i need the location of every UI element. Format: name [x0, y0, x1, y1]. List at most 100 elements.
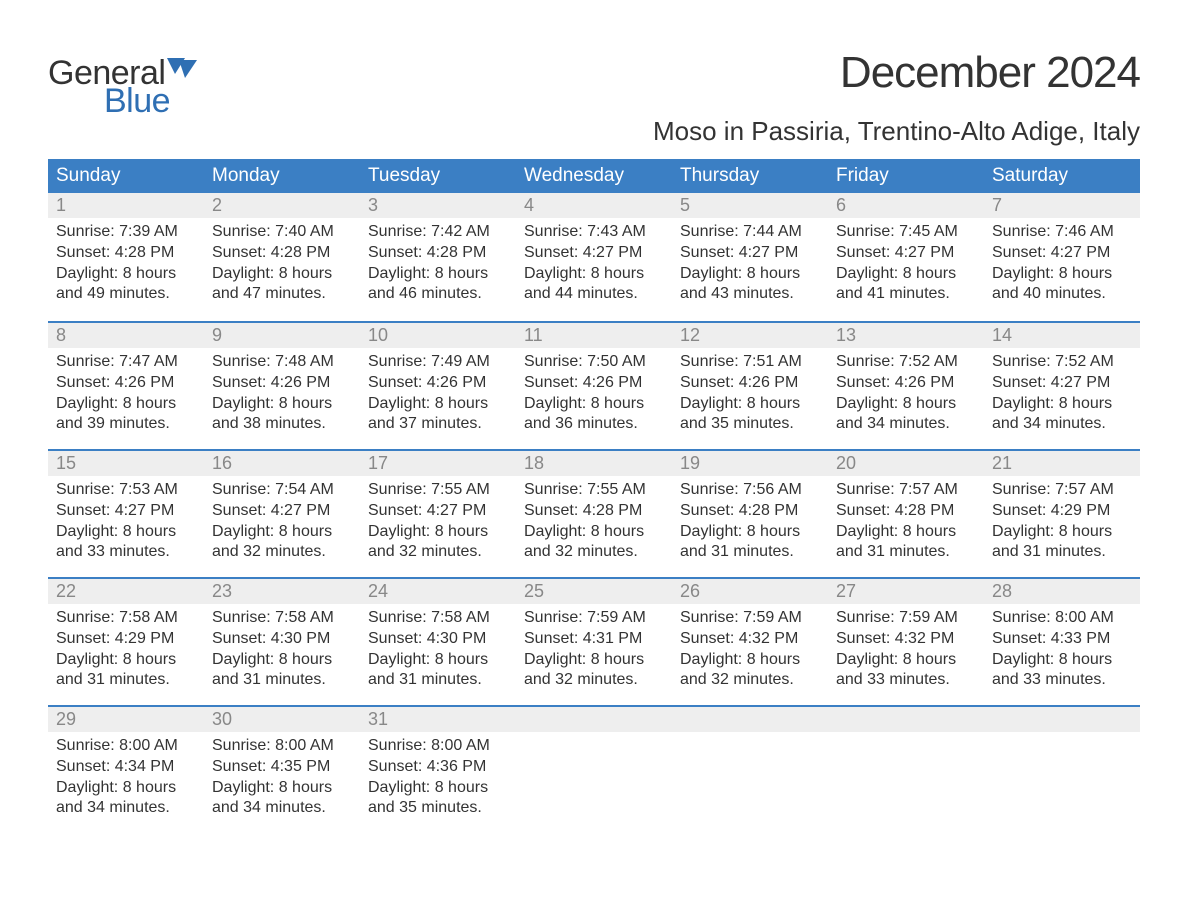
- daylight-line2: and 41 minutes.: [836, 284, 976, 305]
- day-number: 16: [204, 451, 360, 476]
- daylight-line2: and 44 minutes.: [524, 284, 664, 305]
- daylight-line2: and 35 minutes.: [680, 414, 820, 435]
- calendar-day: 13Sunrise: 7:52 AMSunset: 4:26 PMDayligh…: [828, 323, 984, 449]
- day-number: 14: [984, 323, 1140, 348]
- sunrise-value: Sunrise: 7:52 AM: [836, 352, 976, 373]
- sunset-value: Sunset: 4:32 PM: [680, 629, 820, 650]
- daylight-line1: Daylight: 8 hours: [212, 778, 352, 799]
- sunrise-value: Sunrise: 7:46 AM: [992, 222, 1132, 243]
- logo-text-blue: Blue: [104, 84, 199, 118]
- day-number: 8: [48, 323, 204, 348]
- sunset-value: Sunset: 4:27 PM: [56, 501, 196, 522]
- day-details: Sunrise: 7:44 AMSunset: 4:27 PMDaylight:…: [672, 218, 828, 313]
- day-details: Sunrise: 7:54 AMSunset: 4:27 PMDaylight:…: [204, 476, 360, 571]
- daylight-line1: Daylight: 8 hours: [56, 650, 196, 671]
- sunset-value: Sunset: 4:26 PM: [368, 373, 508, 394]
- day-details: Sunrise: 7:46 AMSunset: 4:27 PMDaylight:…: [984, 218, 1140, 313]
- day-details: Sunrise: 7:57 AMSunset: 4:29 PMDaylight:…: [984, 476, 1140, 571]
- day-number: 21: [984, 451, 1140, 476]
- daylight-line2: and 49 minutes.: [56, 284, 196, 305]
- sunrise-value: Sunrise: 7:53 AM: [56, 480, 196, 501]
- day-details: Sunrise: 7:45 AMSunset: 4:27 PMDaylight:…: [828, 218, 984, 313]
- daylight-line1: Daylight: 8 hours: [56, 778, 196, 799]
- calendar-day: 19Sunrise: 7:56 AMSunset: 4:28 PMDayligh…: [672, 451, 828, 577]
- day-number: 23: [204, 579, 360, 604]
- daylight-line1: Daylight: 8 hours: [368, 650, 508, 671]
- daylight-line1: Daylight: 8 hours: [836, 650, 976, 671]
- weekday-header: Thursday: [672, 159, 828, 193]
- calendar-day: 17Sunrise: 7:55 AMSunset: 4:27 PMDayligh…: [360, 451, 516, 577]
- sunset-value: Sunset: 4:26 PM: [836, 373, 976, 394]
- daylight-line2: and 32 minutes.: [368, 542, 508, 563]
- weekday-header: Monday: [204, 159, 360, 193]
- calendar-day: 23Sunrise: 7:58 AMSunset: 4:30 PMDayligh…: [204, 579, 360, 705]
- daylight-line2: and 35 minutes.: [368, 798, 508, 819]
- calendar: Sunday Monday Tuesday Wednesday Thursday…: [48, 159, 1140, 833]
- day-number-empty: [828, 707, 984, 732]
- sunset-value: Sunset: 4:27 PM: [836, 243, 976, 264]
- daylight-line1: Daylight: 8 hours: [368, 522, 508, 543]
- sunset-value: Sunset: 4:26 PM: [524, 373, 664, 394]
- day-number-empty: [672, 707, 828, 732]
- sunrise-value: Sunrise: 8:00 AM: [992, 608, 1132, 629]
- calendar-day: 11Sunrise: 7:50 AMSunset: 4:26 PMDayligh…: [516, 323, 672, 449]
- daylight-line1: Daylight: 8 hours: [836, 522, 976, 543]
- day-number: 22: [48, 579, 204, 604]
- day-details: Sunrise: 7:56 AMSunset: 4:28 PMDaylight:…: [672, 476, 828, 571]
- location-subtitle: Moso in Passiria, Trentino-Alto Adige, I…: [653, 116, 1140, 147]
- calendar-day: 24Sunrise: 7:58 AMSunset: 4:30 PMDayligh…: [360, 579, 516, 705]
- calendar-week: 22Sunrise: 7:58 AMSunset: 4:29 PMDayligh…: [48, 577, 1140, 705]
- daylight-line1: Daylight: 8 hours: [56, 522, 196, 543]
- sunrise-value: Sunrise: 7:59 AM: [680, 608, 820, 629]
- sunset-value: Sunset: 4:28 PM: [524, 501, 664, 522]
- day-number: 24: [360, 579, 516, 604]
- day-details: Sunrise: 7:55 AMSunset: 4:28 PMDaylight:…: [516, 476, 672, 571]
- daylight-line1: Daylight: 8 hours: [680, 264, 820, 285]
- day-number: 10: [360, 323, 516, 348]
- daylight-line2: and 31 minutes.: [56, 670, 196, 691]
- calendar-day: 6Sunrise: 7:45 AMSunset: 4:27 PMDaylight…: [828, 193, 984, 321]
- day-details: Sunrise: 8:00 AMSunset: 4:33 PMDaylight:…: [984, 604, 1140, 699]
- daylight-line2: and 34 minutes.: [212, 798, 352, 819]
- sunset-value: Sunset: 4:26 PM: [212, 373, 352, 394]
- calendar-day: 29Sunrise: 8:00 AMSunset: 4:34 PMDayligh…: [48, 707, 204, 833]
- day-details: Sunrise: 7:42 AMSunset: 4:28 PMDaylight:…: [360, 218, 516, 313]
- sunset-value: Sunset: 4:27 PM: [524, 243, 664, 264]
- daylight-line1: Daylight: 8 hours: [992, 394, 1132, 415]
- day-details: Sunrise: 7:57 AMSunset: 4:28 PMDaylight:…: [828, 476, 984, 571]
- sunrise-value: Sunrise: 7:50 AM: [524, 352, 664, 373]
- sunrise-value: Sunrise: 7:59 AM: [524, 608, 664, 629]
- calendar-day: 25Sunrise: 7:59 AMSunset: 4:31 PMDayligh…: [516, 579, 672, 705]
- sunrise-value: Sunrise: 7:54 AM: [212, 480, 352, 501]
- calendar-week: 8Sunrise: 7:47 AMSunset: 4:26 PMDaylight…: [48, 321, 1140, 449]
- sunset-value: Sunset: 4:27 PM: [992, 373, 1132, 394]
- daylight-line1: Daylight: 8 hours: [212, 522, 352, 543]
- day-details: Sunrise: 7:53 AMSunset: 4:27 PMDaylight:…: [48, 476, 204, 571]
- daylight-line2: and 31 minutes.: [836, 542, 976, 563]
- daylight-line2: and 31 minutes.: [680, 542, 820, 563]
- calendar-day: 4Sunrise: 7:43 AMSunset: 4:27 PMDaylight…: [516, 193, 672, 321]
- day-number: 4: [516, 193, 672, 218]
- day-details: Sunrise: 7:59 AMSunset: 4:32 PMDaylight:…: [828, 604, 984, 699]
- daylight-line1: Daylight: 8 hours: [368, 394, 508, 415]
- day-number-empty: [516, 707, 672, 732]
- daylight-line2: and 31 minutes.: [212, 670, 352, 691]
- day-number: 19: [672, 451, 828, 476]
- day-details: Sunrise: 7:39 AMSunset: 4:28 PMDaylight:…: [48, 218, 204, 313]
- calendar-day: 2Sunrise: 7:40 AMSunset: 4:28 PMDaylight…: [204, 193, 360, 321]
- sunrise-value: Sunrise: 7:59 AM: [836, 608, 976, 629]
- sunrise-value: Sunrise: 7:58 AM: [212, 608, 352, 629]
- day-number: 3: [360, 193, 516, 218]
- page-title: December 2024: [653, 48, 1140, 98]
- calendar-day: 22Sunrise: 7:58 AMSunset: 4:29 PMDayligh…: [48, 579, 204, 705]
- calendar-day: 28Sunrise: 8:00 AMSunset: 4:33 PMDayligh…: [984, 579, 1140, 705]
- day-number: 12: [672, 323, 828, 348]
- title-block: December 2024 Moso in Passiria, Trentino…: [653, 48, 1140, 147]
- day-number: 26: [672, 579, 828, 604]
- daylight-line1: Daylight: 8 hours: [680, 650, 820, 671]
- calendar-day: [828, 707, 984, 833]
- daylight-line2: and 38 minutes.: [212, 414, 352, 435]
- sunset-value: Sunset: 4:35 PM: [212, 757, 352, 778]
- daylight-line1: Daylight: 8 hours: [992, 522, 1132, 543]
- daylight-line1: Daylight: 8 hours: [212, 394, 352, 415]
